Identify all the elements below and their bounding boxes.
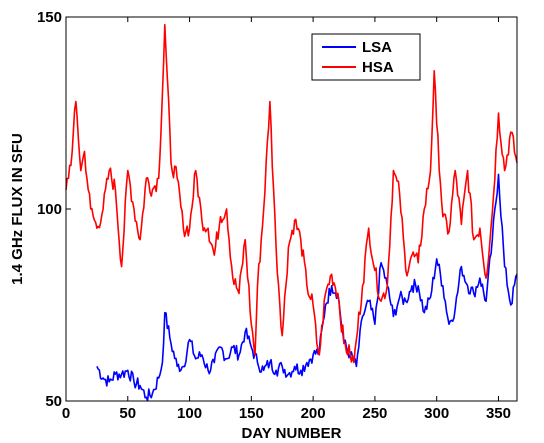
y-tick-label: 50 xyxy=(45,393,62,410)
series-line-lsa xyxy=(96,173,518,402)
series-line-hsa xyxy=(65,23,518,364)
legend: LSA HSA xyxy=(311,33,421,81)
y-tick-label: 150 xyxy=(37,9,62,26)
legend-box xyxy=(311,33,421,81)
x-tick-label: 100 xyxy=(177,405,202,422)
series-layer xyxy=(65,23,518,402)
x-tick-label: 0 xyxy=(62,405,70,422)
y-axis-label: 1.4 GHz FLUX IN SFU xyxy=(9,133,26,285)
y-tick-label: 100 xyxy=(37,201,62,218)
x-tick-label: 200 xyxy=(301,405,326,422)
x-axis-label: DAY NUMBER xyxy=(241,425,341,442)
x-tick-label: 250 xyxy=(362,405,387,422)
x-tick-label: 150 xyxy=(239,405,264,422)
x-tick-label: 50 xyxy=(119,405,136,422)
x-tick-label: 300 xyxy=(424,405,449,422)
x-tick-label: 350 xyxy=(486,405,511,422)
legend-label-hsa: HSA xyxy=(362,59,394,76)
legend-label-lsa: LSA xyxy=(362,39,392,56)
